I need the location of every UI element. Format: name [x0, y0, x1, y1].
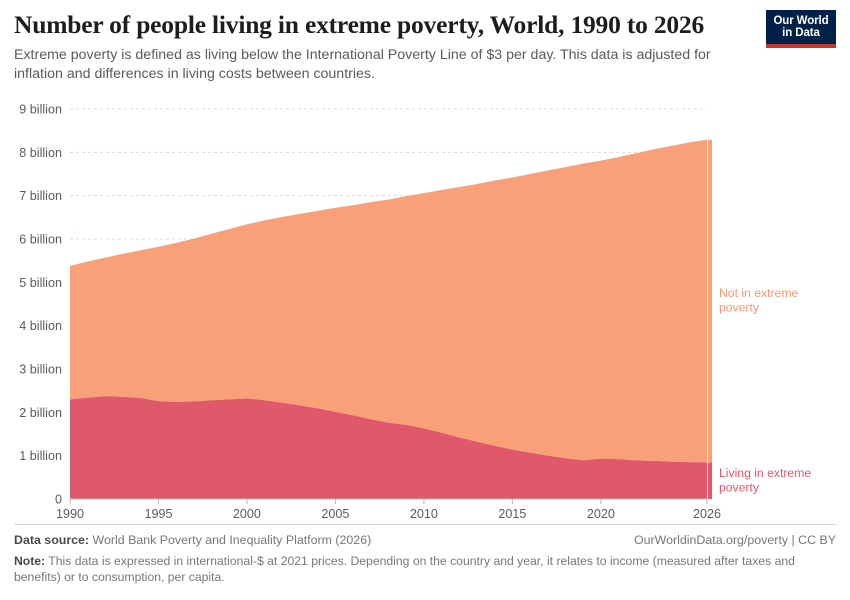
- x-axis-tick-label: 2005: [321, 507, 349, 520]
- y-axis-tick-label: 8 billion: [19, 146, 62, 160]
- series-label-not-in-extreme-poverty[interactable]: poverty: [719, 301, 760, 315]
- area-not-in-extreme-poverty: [70, 139, 707, 463]
- y-axis-tick-label: 6 billion: [19, 233, 62, 247]
- series-label-living-in-extreme-poverty[interactable]: poverty: [719, 481, 760, 495]
- x-axis-tick-label: 1995: [144, 507, 172, 520]
- x-axis-tick-label: 2020: [587, 507, 615, 520]
- data-source-label: Data source:: [14, 533, 90, 547]
- x-axis-tick-label: 2026: [693, 507, 721, 520]
- axis-layer: 0 1 billion 2 billion 3 billion 4 billion 5 b…: [19, 103, 721, 521]
- chart-footer: Data source: World Bank Poverty and Ineq…: [14, 524, 836, 585]
- owid-logo-line1: Our World: [773, 14, 829, 27]
- chart-plot-area[interactable]: 0 1 billion 2 billion 3 billion 4 billion 5 b…: [0, 95, 850, 521]
- data-source: Data source: World Bank Poverty and Ineq…: [14, 533, 371, 547]
- x-axis-tick-label: 2010: [410, 507, 438, 520]
- x-axis-tick-label: 2015: [498, 507, 526, 520]
- area-living-in-extreme-poverty: [70, 396, 707, 499]
- y-axis-tick-label: 5 billion: [19, 276, 62, 290]
- series-label-living-in-extreme-poverty[interactable]: Living in extreme: [719, 466, 811, 480]
- y-axis-tick-label: 0: [55, 493, 62, 507]
- chart-note: Note: This data is expressed in internat…: [14, 553, 826, 585]
- y-axis-tick-label: 1 billion: [19, 449, 62, 463]
- y-axis-tick-label: 3 billion: [19, 363, 62, 377]
- owid-logo-line2: in Data: [782, 27, 820, 39]
- chart-subtitle: Extreme poverty is defined as living bel…: [14, 47, 711, 82]
- series-label-living-in-extreme-poverty-swatch: [708, 462, 712, 499]
- owid-logo[interactable]: Our World in Data: [766, 10, 836, 48]
- series-label-not-in-extreme-poverty-swatch: [708, 139, 712, 463]
- series-label-not-in-extreme-poverty[interactable]: Not in extreme: [719, 286, 798, 300]
- y-axis-tick-label: 7 billion: [19, 189, 62, 203]
- page-title: Number of people living in extreme pover…: [14, 10, 705, 39]
- y-axis-tick-label: 9 billion: [19, 103, 62, 117]
- chart-header: Number of people living in extreme pover…: [14, 10, 754, 84]
- area-series-layer: [70, 139, 707, 499]
- attribution-link[interactable]: OurWorldinData.org/poverty | CC BY: [633, 533, 836, 547]
- note-text: This data is expressed in international-…: [14, 554, 795, 584]
- x-axis-tick-label: 1990: [56, 507, 84, 520]
- y-axis-tick-label: 2 billion: [19, 406, 62, 420]
- note-label: Note:: [14, 554, 46, 568]
- footer-source-row: Data source: World Bank Poverty and Ineq…: [14, 533, 836, 547]
- x-axis-tick-label: 2000: [233, 507, 261, 520]
- data-source-text: World Bank Poverty and Inequality Platfo…: [92, 533, 372, 547]
- y-axis-tick-label: 4 billion: [19, 319, 62, 333]
- stacked-area-chart[interactable]: 0 1 billion 2 billion 3 billion 4 billion 5 b…: [0, 95, 850, 521]
